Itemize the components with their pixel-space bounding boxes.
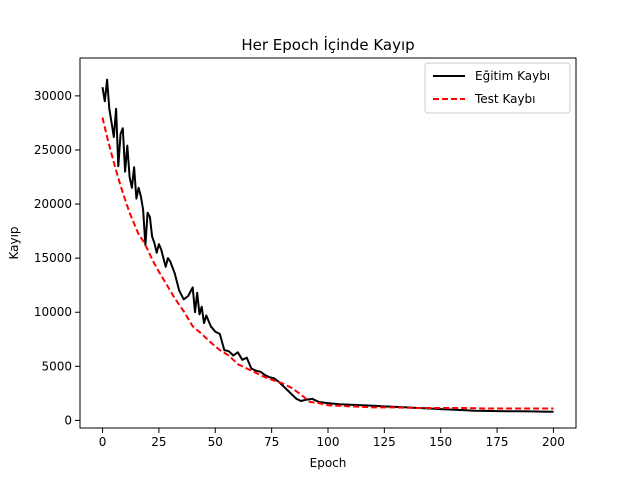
x-tick-label: 200 xyxy=(542,435,565,449)
x-tick-label: 100 xyxy=(317,435,340,449)
chart-title: Her Epoch İçinde Kayıp xyxy=(241,35,414,54)
legend-label-train: Eğitim Kaybı xyxy=(475,69,550,83)
y-tick-label: 10000 xyxy=(34,305,72,319)
x-tick-label: 175 xyxy=(486,435,509,449)
x-tick-label: 125 xyxy=(373,435,396,449)
ticks-layer: 0 25 50 75 100 125 150 175 200 0 5000 10000 15000 200… xyxy=(34,89,565,449)
y-axis-label: Kayıp xyxy=(7,226,21,259)
x-tick-label: 50 xyxy=(208,435,223,449)
y-tick-label: 5000 xyxy=(41,359,72,373)
plot-layer xyxy=(101,78,554,413)
x-tick-label: 75 xyxy=(264,435,279,449)
y-tick-label: 15000 xyxy=(34,251,72,265)
x-tick-label: 0 xyxy=(99,435,107,449)
y-tick-label: 25000 xyxy=(34,143,72,157)
y-tick-label: 0 xyxy=(64,413,72,427)
x-tick-label: 25 xyxy=(151,435,166,449)
legend-label-test: Test Kaybı xyxy=(474,92,536,106)
x-tick-label: 150 xyxy=(429,435,452,449)
y-tick-label: 20000 xyxy=(34,197,72,211)
series-line-test xyxy=(101,117,554,410)
legend: Eğitim Kaybı Test Kaybı xyxy=(424,62,571,114)
y-tick-label: 30000 xyxy=(34,89,72,103)
x-axis-label: Epoch xyxy=(310,456,347,470)
